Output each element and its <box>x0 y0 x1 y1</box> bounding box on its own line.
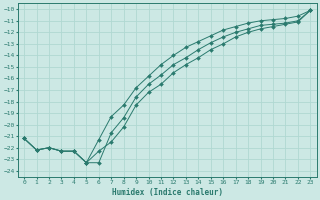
X-axis label: Humidex (Indice chaleur): Humidex (Indice chaleur) <box>112 188 223 197</box>
